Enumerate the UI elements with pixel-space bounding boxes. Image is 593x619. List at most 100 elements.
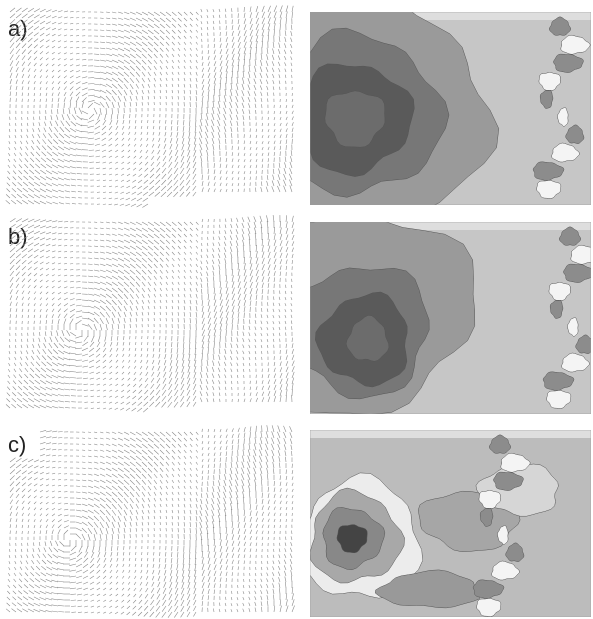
vector: [285, 291, 286, 294]
vector: [38, 554, 41, 558]
vector: [220, 300, 223, 307]
vector: [267, 345, 268, 348]
vector: [58, 468, 61, 469]
vector: [8, 159, 10, 162]
vector: [70, 81, 74, 84]
vector: [106, 234, 110, 235]
vector: [244, 159, 245, 162]
vector: [168, 402, 172, 408]
vector: [49, 547, 52, 552]
vector: [190, 12, 193, 15]
vector: [219, 475, 220, 480]
vector: [176, 366, 178, 372]
vector: [242, 97, 244, 102]
vector: [139, 384, 142, 387]
vector: [106, 456, 111, 458]
vector: [40, 286, 42, 288]
vector: [94, 468, 99, 470]
vector: [130, 276, 135, 281]
vector: [200, 522, 202, 528]
vector: [207, 21, 208, 24]
vector: [160, 228, 165, 232]
vector: [58, 491, 61, 492]
vector: [148, 84, 150, 88]
vector: [83, 570, 88, 573]
vector: [232, 48, 234, 54]
vector: [58, 485, 61, 486]
vector: [167, 186, 172, 191]
vector: [225, 349, 226, 354]
vector: [90, 390, 94, 391]
vector: [142, 30, 148, 34]
vector: [184, 18, 187, 21]
vector: [64, 345, 70, 348]
vector: [172, 24, 176, 28]
vector: [147, 348, 148, 351]
vector: [7, 603, 10, 606]
vector: [213, 609, 214, 613]
vector: [286, 367, 288, 372]
vector: [174, 396, 178, 402]
vector: [187, 384, 190, 390]
vector: [88, 100, 95, 102]
vector: [147, 564, 148, 567]
vector: [46, 40, 50, 42]
vector: [34, 280, 37, 283]
vector: [134, 588, 136, 591]
vector: [65, 191, 70, 192]
vector: [37, 146, 40, 150]
vector: [10, 470, 15, 475]
vector: [130, 486, 134, 491]
vector: [92, 546, 94, 552]
vector: [140, 372, 142, 375]
vector: [94, 528, 97, 534]
vector: [83, 576, 88, 579]
vector: [31, 152, 34, 156]
vector: [291, 321, 292, 325]
vector: [196, 474, 198, 477]
vector: [196, 78, 197, 82]
vector: [46, 202, 52, 204]
vector: [250, 36, 252, 42]
vector: [142, 66, 146, 70]
vector: [256, 153, 257, 156]
vector: [164, 138, 166, 143]
vector: [106, 252, 111, 254]
vector: [58, 269, 61, 270]
vector: [124, 114, 125, 119]
vector: [124, 276, 129, 280]
vector: [27, 555, 29, 558]
vector: [280, 129, 281, 132]
vector: [136, 288, 139, 292]
vector: [232, 189, 233, 192]
vector: [218, 108, 220, 115]
vector: [52, 568, 58, 571]
vector: [28, 398, 34, 402]
vector: [232, 522, 233, 528]
vector: [255, 357, 256, 360]
vector: [46, 28, 50, 30]
vector: [135, 360, 137, 363]
vector: [9, 357, 10, 360]
vector: [291, 150, 292, 156]
vector: [35, 585, 40, 588]
vector: [91, 336, 94, 342]
vector: [242, 223, 244, 228]
vector: [34, 9, 40, 12]
vector: [178, 240, 181, 243]
vector: [28, 117, 29, 120]
vector: [15, 339, 16, 342]
vector: [236, 486, 239, 493]
vector: [262, 386, 264, 390]
vector: [292, 349, 294, 354]
vector: [214, 590, 215, 594]
vector: [124, 54, 130, 58]
vector: [12, 609, 17, 612]
vector: [27, 339, 28, 342]
vector: [120, 198, 124, 200]
vector: [28, 194, 34, 198]
vector: [238, 25, 240, 30]
vector: [124, 450, 130, 453]
vector: [122, 126, 124, 130]
vector: [100, 504, 105, 508]
